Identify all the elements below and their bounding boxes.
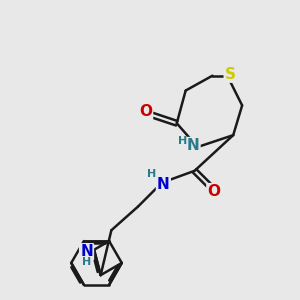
Text: H: H — [82, 257, 91, 267]
Text: N: N — [157, 177, 170, 192]
Text: N: N — [187, 138, 200, 153]
Text: S: S — [225, 67, 236, 82]
Text: N: N — [80, 244, 93, 259]
Text: H: H — [147, 169, 156, 179]
Text: O: O — [139, 104, 152, 119]
Text: O: O — [207, 184, 220, 199]
Text: H: H — [178, 136, 187, 146]
